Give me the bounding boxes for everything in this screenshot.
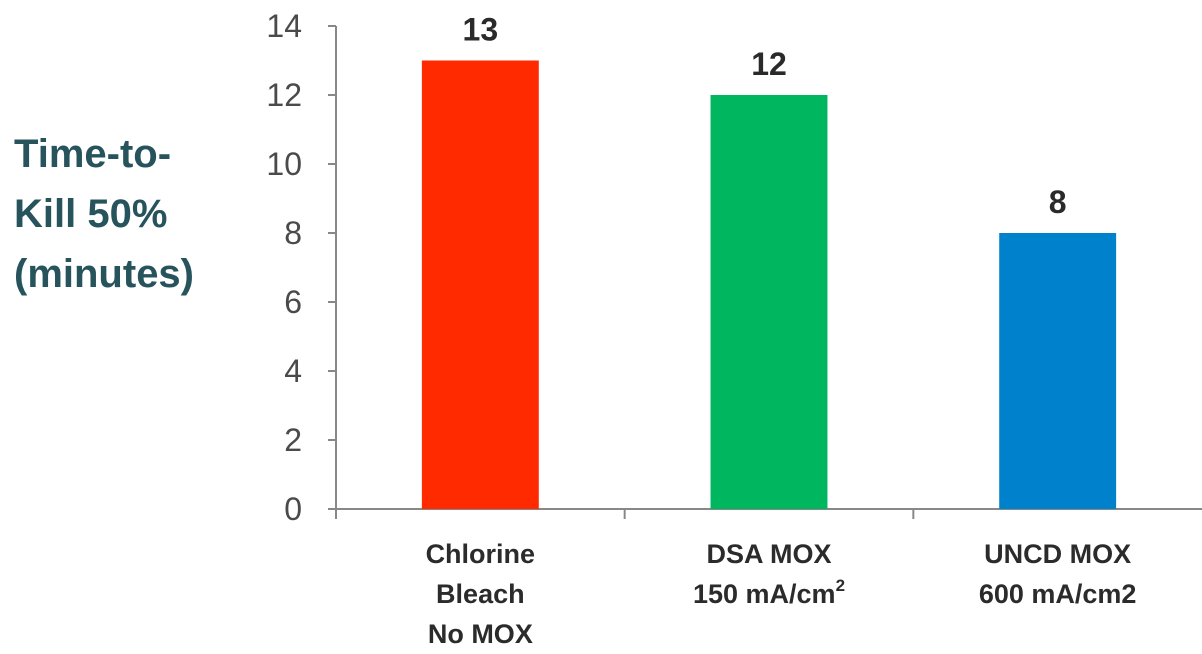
- y-tick-label: 6: [284, 284, 302, 320]
- bar: [999, 233, 1117, 509]
- superscript: 2: [835, 576, 846, 595]
- category-label-line: UNCD MOX: [984, 539, 1132, 569]
- y-tick-label: 0: [284, 491, 302, 527]
- bar: [710, 95, 828, 509]
- y-tick-label: 10: [266, 146, 302, 182]
- category-label-line: Bleach: [436, 579, 525, 609]
- category-label-line: 150 mA/cm2: [639, 574, 899, 614]
- y-tick-label: 4: [284, 353, 302, 389]
- y-tick-label: 12: [266, 77, 302, 113]
- y-tick-label: 8: [284, 215, 302, 251]
- data-label: 8: [1049, 184, 1067, 220]
- data-label: 13: [463, 12, 499, 48]
- bar: [421, 60, 539, 509]
- category-label-line: No MOX: [427, 619, 533, 649]
- y-axis-title-line-2: Kill 50%: [14, 192, 168, 236]
- category-label-line: 600 mA/cm2: [978, 579, 1137, 609]
- category-label-uncd-mox: UNCD MOX 600 mA/cm2: [928, 534, 1188, 614]
- category-label-text: 150 mA/cm: [692, 579, 836, 609]
- data-label: 12: [751, 46, 787, 82]
- category-label-chlorine-bleach: Chlorine Bleach No MOX: [350, 534, 610, 654]
- y-axis-title-line-3: (minutes): [14, 252, 194, 296]
- category-label-line: Chlorine: [425, 539, 536, 569]
- category-label-line: DSA MOX: [706, 539, 832, 569]
- y-tick-label: 14: [266, 8, 302, 44]
- y-tick-label: 2: [284, 422, 302, 458]
- y-axis-title-line-1: Time-to-: [14, 132, 172, 176]
- category-label-dsa-mox: Chlorine DSA MOX 150 mA/cm2: [639, 534, 899, 614]
- y-axis-title: Time-to- Kill 50% (minutes): [14, 124, 244, 304]
